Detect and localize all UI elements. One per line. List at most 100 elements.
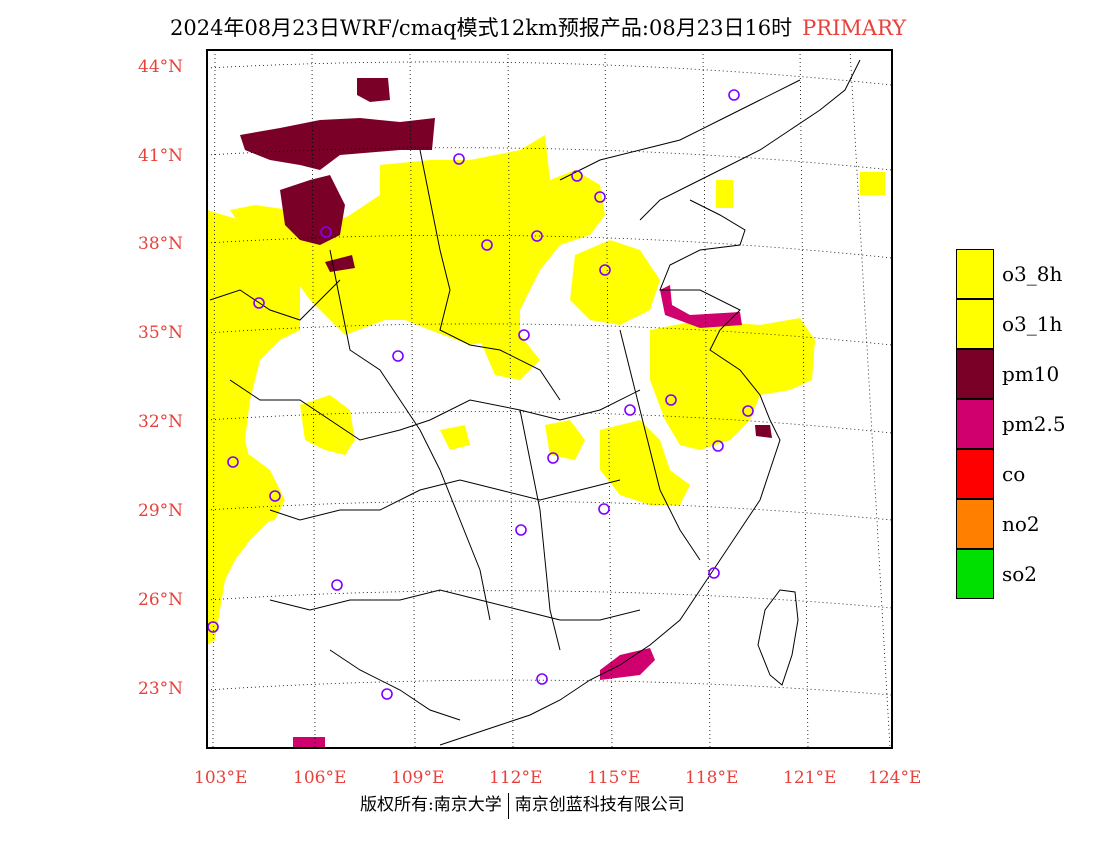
legend-swatch-o3-1h [956,299,994,349]
station-circle [515,524,527,536]
lat-tick-35: 35°N [138,323,183,343]
coastline [439,199,781,746]
province-line [209,279,341,321]
lat-tick-29: 29°N [138,501,183,521]
pm25-region-guangdong [600,648,655,680]
primary-label: PRIMARY [802,16,907,40]
station-circle [728,89,740,101]
station-circle [665,394,677,406]
province-line [269,479,621,521]
station-circle [253,297,265,309]
legend-label-o3-1h: o3_1h [1002,312,1063,336]
lon-tick-124: 124°E [868,768,921,788]
station-circle [742,405,754,417]
lon-tick-109: 109°E [391,768,444,788]
latitude-labels: 44°N 41°N 38°N 35°N 32°N 29°N 26°N 23°N [138,57,183,699]
boundary-lines [209,59,861,746]
province-line [619,329,701,561]
station-circle [624,404,636,416]
legend-swatch-pm25 [956,399,994,449]
lat-tick-38: 38°N [138,234,183,254]
legend-swatch-co [956,449,994,499]
province-line [329,249,491,621]
province-line [269,589,641,621]
station-circle [320,226,332,238]
station-circle [531,230,543,242]
copyright-company: 南京创蓝科技有限公司 [514,795,685,815]
station-circle [536,673,548,685]
station-circle [381,688,393,700]
station-circle [712,440,724,452]
lon-tick-115: 115°E [587,768,640,788]
o3-region-hubei [440,425,470,450]
legend-swatch-o3-8h [956,249,994,299]
lon-tick-106: 106°E [293,768,346,788]
pollution-fields [207,78,885,748]
lon-tick-103: 103°E [194,768,247,788]
lon-tick-112: 112°E [489,768,542,788]
pm25-region-shandong [660,285,742,328]
pm10-region-shaanxi [325,255,355,272]
lat-tick-41: 41°N [138,146,183,166]
footer-divider [507,792,509,819]
map-title: 2024年08月23日WRF/cmaq模式12km预报产品:08月23日16时 P… [170,12,906,42]
title-text: 2024年08月23日WRF/cmaq模式12km预报产品:08月23日16时 [170,16,793,40]
station-circle [571,170,583,182]
pm10-region-jiangsu [755,425,772,438]
station-circle [708,567,720,579]
bohai-coast [639,59,861,221]
legend-swatch-no2 [956,499,994,549]
lat-tick-32: 32°N [138,412,183,432]
pm25-region-guangxi [293,737,325,748]
legend-label-pm10: pm10 [1002,362,1060,386]
lon-tick-121: 121°E [783,768,836,788]
legend-label-co: co [1002,462,1026,486]
legend-label-no2: no2 [1002,512,1040,536]
station-circle [331,579,343,591]
station-circle [392,350,404,362]
o3-region-shandong [570,240,660,325]
o3-region-west [207,210,300,645]
graticule [206,49,893,749]
station-circle [453,153,465,165]
o3-region-north [230,135,605,345]
o3-region-jiangxi [600,420,690,505]
o3-region-anhui [545,420,585,460]
copyright-footer: 版权所有:南京大学 南京创蓝科技有限公司 [360,790,685,819]
station-circle [518,329,530,341]
map-frame [206,49,893,749]
legend-label-so2: so2 [1002,562,1038,586]
province-line [519,409,561,651]
station-circle [269,490,281,502]
lon-tick-118: 118°E [685,768,738,788]
o3-region-henan [480,335,540,380]
copyright-owner: 版权所有:南京大学 [360,795,502,815]
legend-label-o3-8h: o3_8h [1002,262,1063,286]
station-circle [599,264,611,276]
province-line [559,79,801,181]
o3-region-central-west [300,395,355,455]
o3-region-southwest [215,450,285,555]
pm10-region-inner-mongolia [240,118,435,170]
pm10-region-north [357,78,390,102]
longitude-labels: 103°E 106°E 109°E 112°E 115°E 118°E 121°… [194,768,921,788]
lat-tick-26: 26°N [138,590,183,610]
province-line [419,149,561,401]
o3-region-jilin [716,180,733,208]
o3-region-liaoning [860,172,885,195]
legend-label-pm25: pm2.5 [1002,412,1066,436]
lat-tick-44: 44°N [138,57,183,77]
station-circle [547,452,559,464]
province-line [329,649,461,721]
taiwan-outline [757,589,799,686]
station-circle [481,239,493,251]
station-circle [594,191,606,203]
station-circle [598,503,610,515]
stations [207,89,754,700]
station-circle [227,456,239,468]
o3-region-east [650,318,815,450]
lat-tick-23: 23°N [138,679,183,699]
legend-swatch-pm10 [956,349,994,399]
legend-swatch-so2 [956,549,994,599]
